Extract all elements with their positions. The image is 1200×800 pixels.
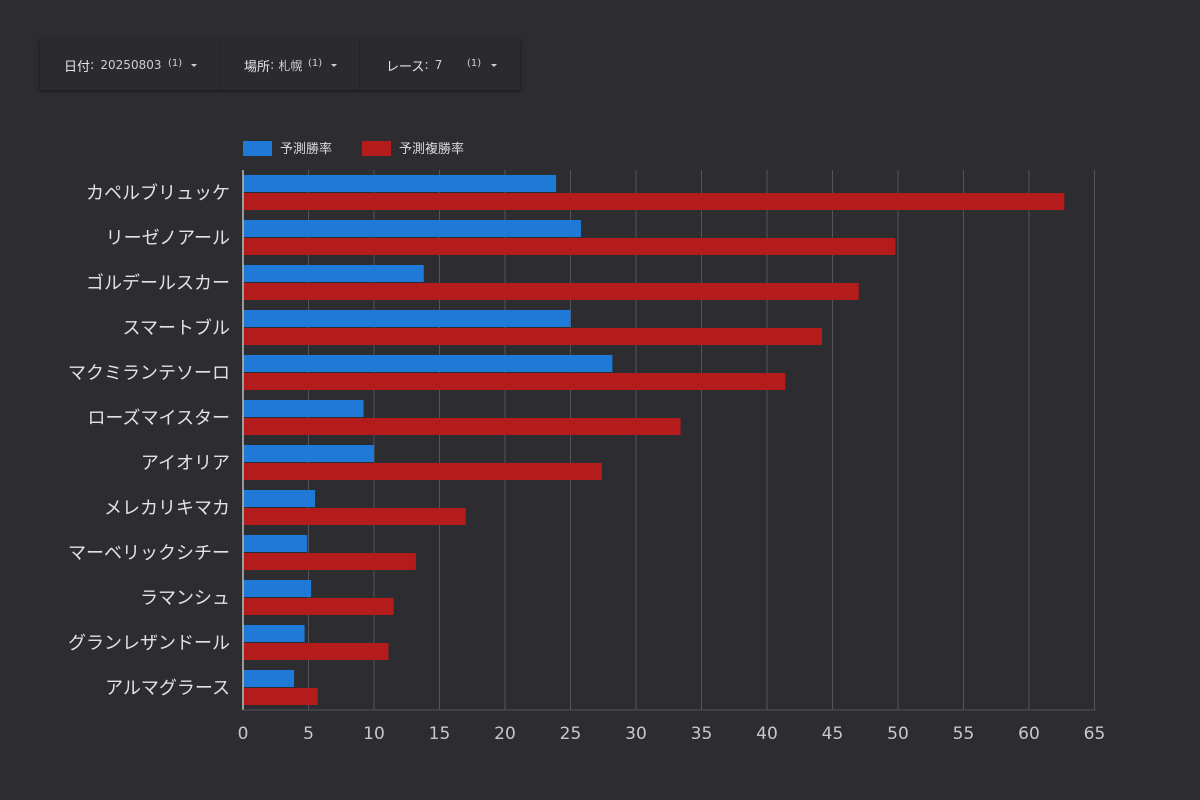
place-filter[interactable]: 場所: 札幌 (1) [220,40,360,90]
bar-win-6[interactable] [243,400,364,417]
bar-place-2[interactable] [243,238,896,255]
x-tick-label: 65 [1084,724,1106,744]
bar-place-7[interactable] [243,463,602,480]
bar-win-11[interactable] [243,625,305,642]
x-tick-label: 25 [560,724,582,744]
bar-place-4[interactable] [243,328,823,345]
filter-bar: 日付:20250803 (1) 場所: 札幌 (1) レース:7 (1) [40,40,520,90]
legend-label: 予測複勝率 [399,141,464,157]
category-label: アルマグラース [105,678,230,699]
race-filter[interactable]: レース:7 (1) [360,40,520,90]
bar-win-10[interactable] [243,580,312,597]
bar-place-9[interactable] [243,553,416,570]
race-filter-label: レース [386,59,425,75]
race-filter-count: (1) [467,58,482,69]
x-tick-label: 30 [625,724,647,744]
bar-win-7[interactable] [243,445,374,462]
legend-label: 予測勝率 [280,141,332,157]
x-tick-label: 20 [494,724,516,744]
x-tick-label: 15 [429,724,451,744]
x-tick-label: 35 [691,724,713,744]
x-axis: 0 5 10 15 20 25 30 35 40 45 50 55 60 65 [238,170,1106,744]
place-filter-separator: : [270,57,275,73]
bar-place-6[interactable] [243,418,681,435]
x-tick-label: 10 [363,724,385,744]
bar-win-8[interactable] [243,490,316,507]
bar-win-1[interactable] [243,175,557,192]
category-label: マクミランテソーロ [68,363,230,384]
bar-win-3[interactable] [243,265,424,282]
legend-swatch [362,141,391,156]
place-filter-count: (1) [308,58,323,69]
category-labels: カペルブリュッケリーゼノアールゴルデールスカースマートブルマクミランテソーロロー… [68,182,230,699]
date-filter-label: 日付 [64,59,91,75]
x-tick-label: 60 [1018,724,1040,744]
bar-place-1[interactable] [243,193,1065,210]
category-label: スマートブル [123,317,230,339]
chevron-down-icon[interactable] [331,64,337,67]
x-tick-label: 45 [822,724,844,744]
date-filter-count: (1) [168,58,183,69]
chevron-down-icon[interactable] [191,64,197,67]
category-label: ゴルデールスカー [86,273,230,294]
date-filter[interactable]: 日付:20250803 (1) [40,40,220,90]
bar-win-5[interactable] [243,355,613,372]
legend-swatch [243,141,272,156]
date-filter-separator: : [90,57,95,73]
bar-place-8[interactable] [243,508,466,525]
bar-win-4[interactable] [243,310,571,327]
bar-place-3[interactable] [243,283,859,300]
bar-place-12[interactable] [243,688,318,705]
bar-place-5[interactable] [243,373,786,390]
chart-grid [308,170,1095,710]
place-filter-value: 札幌 [278,58,303,73]
bar-place-10[interactable] [243,598,394,615]
x-tick-label: 0 [238,724,249,744]
x-tick-label: 40 [756,724,778,744]
category-label: リーゼノアール [106,228,230,249]
chart-legend: 予測勝率 予測複勝率 [243,141,464,157]
category-label: カペルブリュッケ [86,182,230,204]
race-filter-separator: : [424,57,429,73]
date-filter-value: 20250803 [100,58,162,72]
x-tick-label: 5 [303,724,314,744]
bar-win-2[interactable] [243,220,581,237]
category-label: メレカリキマカ [104,498,230,519]
x-tick-label: 55 [953,724,975,744]
chevron-down-icon[interactable] [491,64,497,67]
category-label: グランレザンドール [68,633,230,654]
category-label: アイオリア [141,453,230,474]
category-label: ローズマイスター [87,408,230,429]
category-label: ラマンシュ [140,588,230,609]
x-tick-label: 50 [887,724,909,744]
chart-bars [243,175,1065,705]
bar-win-12[interactable] [243,670,295,687]
place-filter-label: 場所 [244,59,271,75]
bar-place-11[interactable] [243,643,389,660]
race-filter-value: 7 [434,58,443,72]
bar-win-9[interactable] [243,535,308,552]
category-label: マーベリックシチー [68,543,230,564]
